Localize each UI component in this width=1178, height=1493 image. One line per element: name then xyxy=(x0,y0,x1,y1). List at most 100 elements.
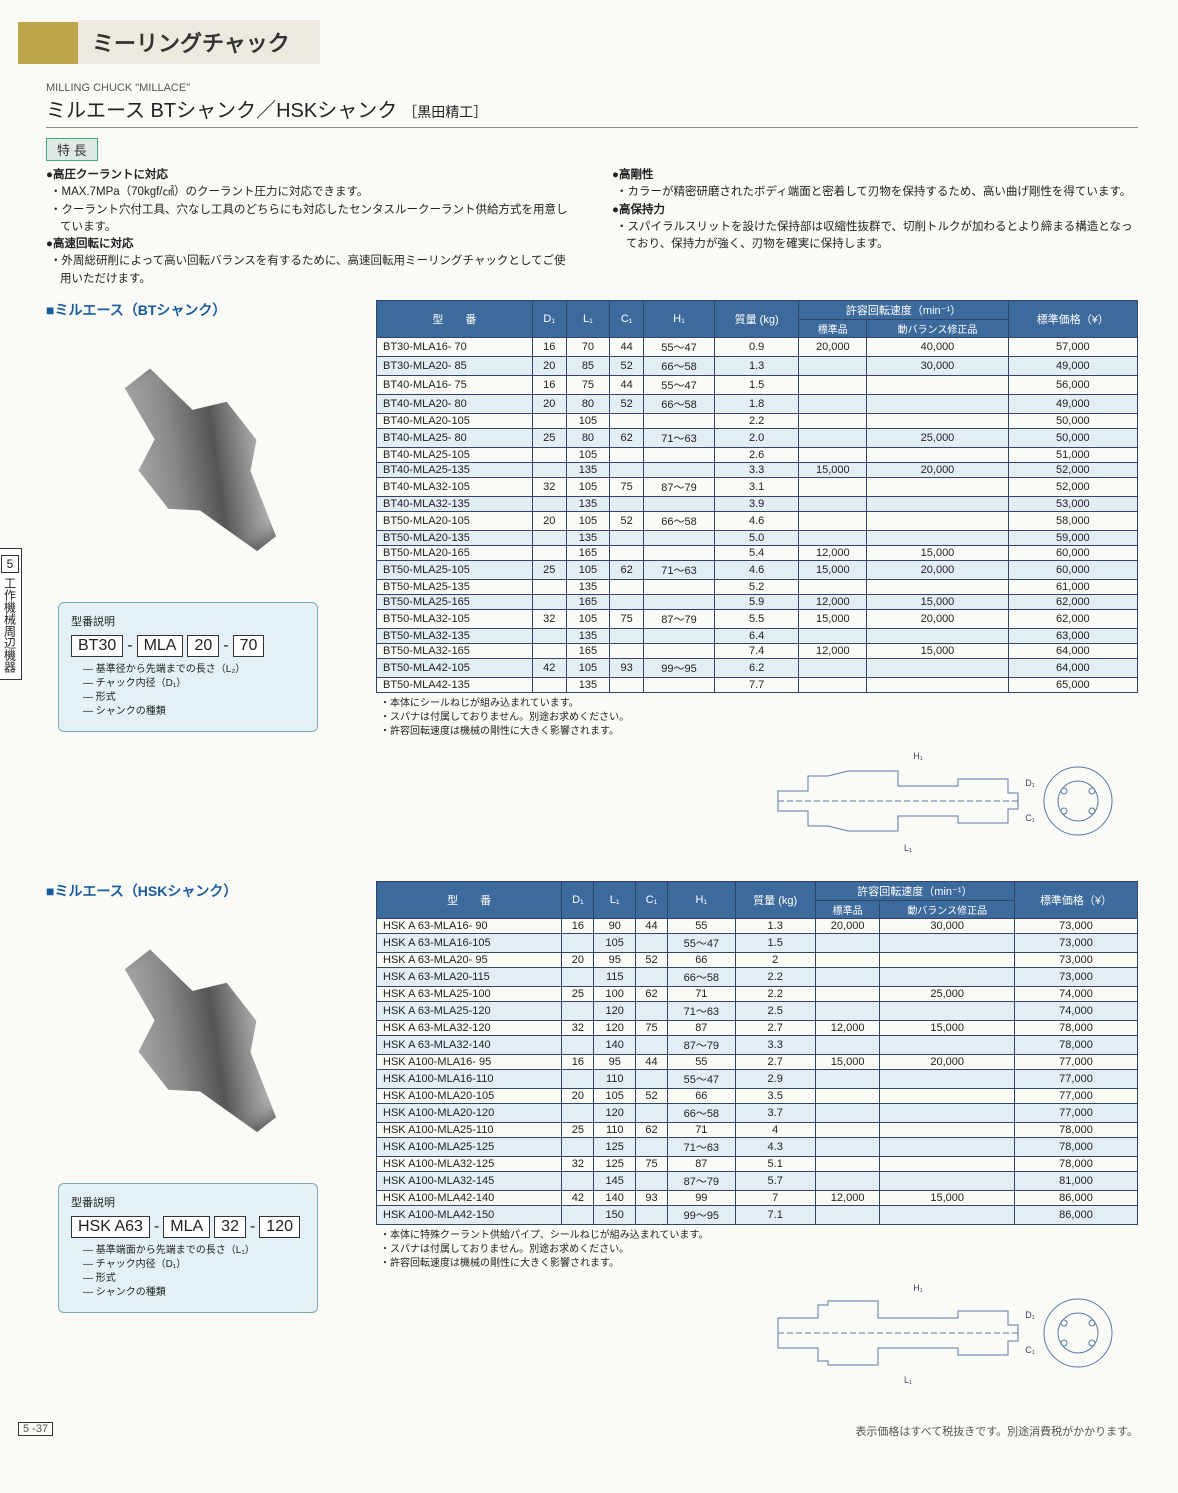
feature-text: ・カラーが精密研磨されたボディ端面と密着して刃物を保持するため、高い曲げ剛性を得… xyxy=(612,184,1138,201)
table-row: HSK A 63-MLA16-10510555〜471.573,000 xyxy=(377,933,1138,952)
features-heading: 特 長 xyxy=(46,138,98,161)
table-row: BT50-MLA25-1651655.912,00015,00062,000 xyxy=(377,594,1138,609)
legend-item: — チャック内径（D₁） xyxy=(71,677,305,691)
model-segment: - xyxy=(223,637,228,655)
note-line: ・スパナは付属しておりません。別途お求めください。 xyxy=(380,711,1138,725)
table-row: HSK A 63-MLA32-1203212075872.712,00015,0… xyxy=(377,1020,1138,1035)
svg-text:C₁: C₁ xyxy=(1025,813,1035,823)
model-segment: 70 xyxy=(233,635,265,657)
model-segment: - xyxy=(154,1218,159,1236)
bt-section-label: ■ミルエース（BTシャンク） xyxy=(46,300,358,320)
table-row: HSK A 63-MLA25-1002510062712.225,00074,0… xyxy=(377,986,1138,1001)
bt-technical-drawing: H₁ D₁ C₁ L₁ xyxy=(758,741,1138,861)
table-row: HSK A 63-MLA16- 90169044551.320,00030,00… xyxy=(377,918,1138,933)
hsk-model-segments: HSK A63-MLA32-120 xyxy=(71,1216,305,1238)
table-row: BT50-MLA42-105421059399〜956.264,000 xyxy=(377,658,1138,677)
model-segment: 20 xyxy=(187,635,219,657)
legend-item: — 基準径から先端までの長さ（L₂） xyxy=(71,663,305,677)
table-row: HSK A100-MLA25-12512571〜634.378,000 xyxy=(377,1137,1138,1156)
table-row: BT40-MLA25-1351353.315,00020,00052,000 xyxy=(377,462,1138,477)
table-row: HSK A100-MLA16- 95169544552.715,00020,00… xyxy=(377,1054,1138,1069)
header-band: ミーリングチャック xyxy=(18,20,1138,64)
section-bt: ■ミルエース（BTシャンク） 型番説明 BT30-MLA20-70 — 基準径か… xyxy=(18,300,1138,861)
subtitle-eng: MILLING CHUCK "MILLACE" xyxy=(46,82,1138,94)
svg-text:H₁: H₁ xyxy=(913,751,923,761)
product-title: ミルエース BTシャンク／HSKシャンク xyxy=(46,94,397,123)
table-row: BT50-MLA20-1351355.059,000 xyxy=(377,530,1138,545)
side-tab: 5 工作機械周辺機器 xyxy=(0,548,22,680)
legend-item: — 基準端面から先端までの長さ（L₁） xyxy=(71,1244,305,1258)
maker-label: ［黒田精工］ xyxy=(403,102,487,122)
table-row: HSK A100-MLA25-110251106271478,000 xyxy=(377,1122,1138,1137)
model-segment: 120 xyxy=(259,1216,300,1238)
hsk-section-label: ■ミルエース（HSKシャンク） xyxy=(46,881,358,901)
model-segment: MLA xyxy=(163,1216,210,1238)
feature-text: ・外周総研削によって高い回転バランスを有するために、高速回転用ミーリングチャック… xyxy=(46,253,572,288)
page-num: 5 -37 xyxy=(18,1422,53,1436)
feature-text: ・スパイラルスリットを設けた保持部は収縮性抜群で、切削トルクが加わるとより締まる… xyxy=(612,219,1138,254)
model-segment: 32 xyxy=(214,1216,246,1238)
model-segment: - xyxy=(250,1218,255,1236)
chapter-label: 工作機械周辺機器 xyxy=(2,577,19,673)
table-row: BT50-MLA32-1651657.412,00015,00064,000 xyxy=(377,643,1138,658)
chapter-num: 5 xyxy=(1,555,19,573)
note-line: ・スパナは付属しておりません。別途お求めください。 xyxy=(380,1243,1138,1257)
feature-text: ・MAX.7MPa（70kgf/㎠）のクーラント圧力に対応できます。 xyxy=(46,184,572,201)
legend-item: — シャンクの種類 xyxy=(71,705,305,719)
note-line: ・許容回転速度は機械の剛性に大きく影響されます。 xyxy=(380,725,1138,739)
table-row: BT40-MLA20- 8020805266〜581.849,000 xyxy=(377,394,1138,413)
table-row: BT40-MLA32-105321057587〜793.152,000 xyxy=(377,477,1138,496)
legend-item: — シャンクの種類 xyxy=(71,1286,305,1300)
table-row: HSK A100-MLA20-1052010552663.577,000 xyxy=(377,1088,1138,1103)
subtitle-row: ミルエース BTシャンク／HSKシャンク ［黒田精工］ xyxy=(46,94,1138,128)
table-row: BT50-MLA32-105321057587〜795.515,00020,00… xyxy=(377,609,1138,628)
table-row: BT40-MLA32-1351353.953,000 xyxy=(377,496,1138,511)
note-line: ・許容回転速度は機械の剛性に大きく影響されます。 xyxy=(380,1257,1138,1271)
svg-text:L₁: L₁ xyxy=(904,843,912,853)
bt-model-segments: BT30-MLA20-70 xyxy=(71,635,305,657)
table-row: BT40-MLA16- 7516754455〜471.556,000 xyxy=(377,375,1138,394)
svg-text:D₁: D₁ xyxy=(1025,1310,1035,1320)
table-row: HSK A100-MLA42-15015099〜957.186,000 xyxy=(377,1205,1138,1224)
bt-model-explain: 型番説明 BT30-MLA20-70 — 基準径から先端までの長さ（L₂）— チ… xyxy=(58,602,318,732)
table-row: HSK A100-MLA32-14514587〜795.781,000 xyxy=(377,1171,1138,1190)
table-row: BT40-MLA25-1051052.651,000 xyxy=(377,447,1138,462)
legend-item: — 形式 xyxy=(71,691,305,705)
table-row: HSK A 63-MLA20-11511566〜582.273,000 xyxy=(377,967,1138,986)
category-title: ミーリングチャック xyxy=(78,20,320,64)
table-row: BT40-MLA25- 8025806271〜632.025,00050,000 xyxy=(377,428,1138,447)
bt-spec-table: 型 番 D₁ L₁ C₁ H₁ 質量 (kg) 許容回転速度（min⁻¹） 標準… xyxy=(376,300,1138,693)
table-row: HSK A100-MLA42-140421409399712,00015,000… xyxy=(377,1190,1138,1205)
footer-note: 表示価格はすべて税抜きです。別途消費税がかかります。 xyxy=(855,1423,1138,1439)
feature-heading: ●高保持力 xyxy=(612,202,1138,219)
model-segment: MLA xyxy=(137,635,184,657)
hsk-model-legend: — 基準端面から先端までの長さ（L₁）— チャック内径（D₁）— 形式— シャン… xyxy=(71,1244,305,1300)
table-row: BT50-MLA25-105251056271〜634.615,00020,00… xyxy=(377,560,1138,579)
svg-text:C₁: C₁ xyxy=(1025,1345,1035,1355)
table-row: BT50-MLA42-1351357.765,000 xyxy=(377,677,1138,692)
page-footer: 5 -37 表示価格はすべて税抜きです。別途消費税がかかります。 xyxy=(18,1423,1138,1439)
band-accent xyxy=(18,22,78,64)
features-col-2: ●高剛性・カラーが精密研磨されたボディ端面と密着して刃物を保持するため、高い曲げ… xyxy=(612,167,1138,288)
model-segment: - xyxy=(127,637,132,655)
table-row: HSK A 63-MLA32-14014087〜793.378,000 xyxy=(377,1035,1138,1054)
svg-text:L₁: L₁ xyxy=(904,1375,912,1385)
feature-heading: ●高剛性 xyxy=(612,167,1138,184)
table-row: HSK A 63-MLA25-12012071〜632.574,000 xyxy=(377,1001,1138,1020)
table-row: BT50-MLA25-1351355.261,000 xyxy=(377,579,1138,594)
features-col-1: ●高圧クーラントに対応・MAX.7MPa（70kgf/㎠）のクーラント圧力に対応… xyxy=(46,167,572,288)
model-segment: HSK A63 xyxy=(71,1216,150,1238)
table-row: HSK A100-MLA16-11011055〜472.977,000 xyxy=(377,1069,1138,1088)
table-row: BT30-MLA16- 7016704455〜470.920,00040,000… xyxy=(377,337,1138,356)
note-line: ・本体にシールねじが組み込まれています。 xyxy=(380,697,1138,711)
feature-heading: ●高速回転に対応 xyxy=(46,236,572,253)
table-row: BT50-MLA20-1651655.412,00015,00060,000 xyxy=(377,545,1138,560)
model-explain-title: 型番説明 xyxy=(71,1194,305,1210)
note-line: ・本体に特殊クーラント供給パイプ、シールねじが組み込まれています。 xyxy=(380,1229,1138,1243)
table-row: HSK A100-MLA32-1253212575875.178,000 xyxy=(377,1156,1138,1171)
table-row: HSK A 63-MLA20- 9520955266273,000 xyxy=(377,952,1138,967)
bt-model-legend: — 基準径から先端までの長さ（L₂）— チャック内径（D₁）— 形式— シャンク… xyxy=(71,663,305,719)
table-row: BT30-MLA20- 8520855266〜581.330,00049,000 xyxy=(377,356,1138,375)
table-row: HSK A100-MLA20-12012066〜583.777,000 xyxy=(377,1103,1138,1122)
svg-text:D₁: D₁ xyxy=(1025,778,1035,788)
